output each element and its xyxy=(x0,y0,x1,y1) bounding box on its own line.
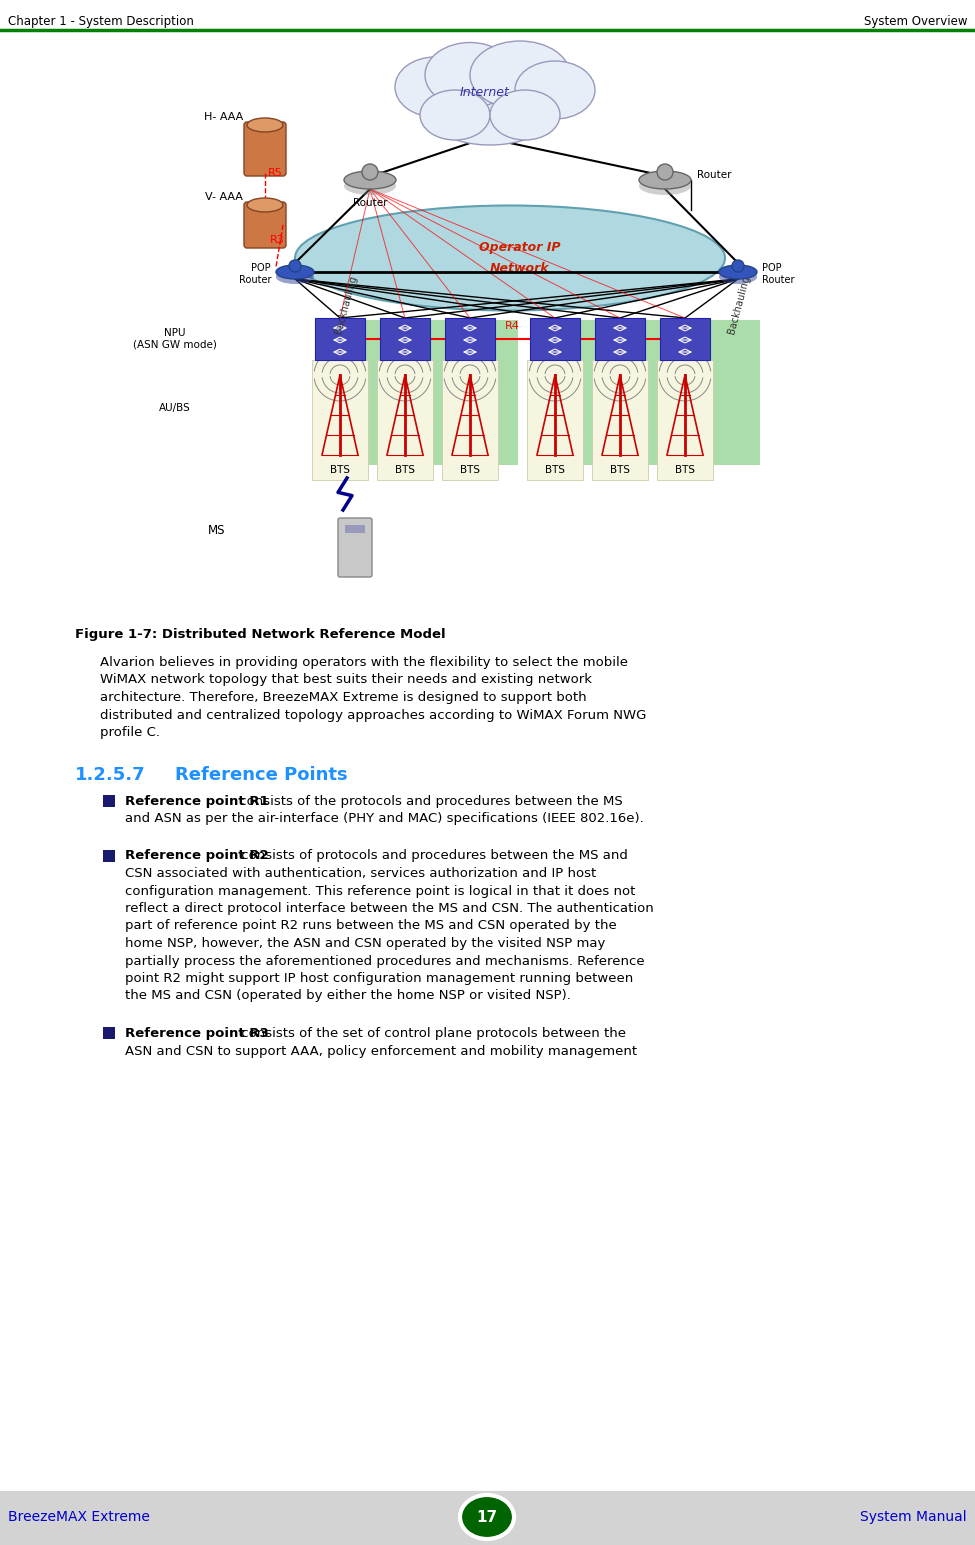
Text: Reference point R1: Reference point R1 xyxy=(125,794,269,808)
Text: H- AAA: H- AAA xyxy=(204,111,243,122)
Text: BTS: BTS xyxy=(460,465,480,474)
Text: partially process the aforementioned procedures and mechanisms. Reference: partially process the aforementioned pro… xyxy=(125,955,644,967)
Ellipse shape xyxy=(295,205,725,311)
Bar xyxy=(527,360,583,480)
Text: System Overview: System Overview xyxy=(864,15,967,28)
Text: CSN associated with authentication, services authorization and IP host: CSN associated with authentication, serv… xyxy=(125,867,597,881)
Text: Reference point R2: Reference point R2 xyxy=(125,850,269,862)
Text: NPU
(ASN GW mode): NPU (ASN GW mode) xyxy=(133,328,216,349)
Text: Backhauling: Backhauling xyxy=(726,275,751,335)
Text: AU/BS: AU/BS xyxy=(159,403,191,413)
Bar xyxy=(103,794,115,806)
Text: Network: Network xyxy=(490,261,550,275)
Circle shape xyxy=(362,164,378,181)
FancyBboxPatch shape xyxy=(244,202,286,249)
Text: Chapter 1 - System Description: Chapter 1 - System Description xyxy=(8,15,194,28)
Bar xyxy=(530,320,760,465)
Bar xyxy=(657,360,713,480)
Bar xyxy=(318,320,518,465)
Text: point R2 might support IP host configuration management running between: point R2 might support IP host configura… xyxy=(125,972,633,986)
Ellipse shape xyxy=(344,178,396,195)
Ellipse shape xyxy=(276,270,314,284)
Text: Router: Router xyxy=(697,170,731,181)
Text: distributed and centralized topology approaches according to WiMAX Forum NWG: distributed and centralized topology app… xyxy=(100,709,646,722)
Ellipse shape xyxy=(276,266,314,280)
Text: BTS: BTS xyxy=(395,465,415,474)
Ellipse shape xyxy=(247,198,283,212)
Bar xyxy=(530,318,580,360)
Ellipse shape xyxy=(719,270,757,284)
Bar xyxy=(103,1027,115,1038)
Ellipse shape xyxy=(639,171,691,188)
Ellipse shape xyxy=(344,171,396,188)
Text: R5: R5 xyxy=(268,167,283,178)
Ellipse shape xyxy=(420,65,560,145)
Text: architecture. Therefore, BreezeMAX Extreme is designed to support both: architecture. Therefore, BreezeMAX Extre… xyxy=(100,691,587,705)
Text: ASN and CSN to support AAA, policy enforcement and mobility management: ASN and CSN to support AAA, policy enfor… xyxy=(125,1044,637,1057)
Bar xyxy=(377,360,433,480)
Text: reflect a direct protocol interface between the MS and CSN. The authentication: reflect a direct protocol interface betw… xyxy=(125,902,654,915)
Bar xyxy=(445,318,495,360)
Text: MS: MS xyxy=(208,524,225,536)
Text: R4: R4 xyxy=(505,321,520,331)
Ellipse shape xyxy=(425,43,515,108)
Text: V- AAA: V- AAA xyxy=(205,192,243,202)
Circle shape xyxy=(657,164,673,181)
Text: WiMAX network topology that best suits their needs and existing network: WiMAX network topology that best suits t… xyxy=(100,674,592,686)
Bar xyxy=(592,360,648,480)
Text: Internet: Internet xyxy=(460,87,510,99)
Bar xyxy=(442,360,498,480)
Text: BreezeMAX Extreme: BreezeMAX Extreme xyxy=(8,1509,150,1523)
Text: BTS: BTS xyxy=(675,465,695,474)
Text: consists of the protocols and procedures between the MS: consists of the protocols and procedures… xyxy=(235,794,623,808)
Text: Router: Router xyxy=(353,198,387,209)
FancyBboxPatch shape xyxy=(244,122,286,176)
Text: POP: POP xyxy=(762,263,782,273)
Text: 17: 17 xyxy=(477,1509,497,1525)
Text: Backhauling: Backhauling xyxy=(333,275,358,335)
Text: Figure 1-7: Distributed Network Reference Model: Figure 1-7: Distributed Network Referenc… xyxy=(75,627,446,641)
Text: Router: Router xyxy=(762,275,795,284)
Text: R3: R3 xyxy=(270,235,285,246)
Text: Reference Points: Reference Points xyxy=(175,765,348,783)
Ellipse shape xyxy=(639,178,691,195)
Ellipse shape xyxy=(515,60,595,119)
Bar xyxy=(103,850,115,862)
Text: profile C.: profile C. xyxy=(100,726,160,739)
Text: BTS: BTS xyxy=(610,465,630,474)
Bar xyxy=(380,318,430,360)
Text: Operator IP: Operator IP xyxy=(480,241,561,255)
Ellipse shape xyxy=(420,90,490,141)
Text: part of reference point R2 runs between the MS and CSN operated by the: part of reference point R2 runs between … xyxy=(125,919,617,933)
Ellipse shape xyxy=(490,90,560,141)
Bar xyxy=(660,318,710,360)
Text: consists of protocols and procedures between the MS and: consists of protocols and procedures bet… xyxy=(237,850,628,862)
Text: the MS and CSN (operated by either the home NSP or visited NSP).: the MS and CSN (operated by either the h… xyxy=(125,989,571,1003)
Ellipse shape xyxy=(719,266,757,280)
Text: Alvarion believes in providing operators with the flexibility to select the mobi: Alvarion believes in providing operators… xyxy=(100,657,628,669)
Circle shape xyxy=(732,260,744,272)
Text: Router: Router xyxy=(239,275,271,284)
Text: POP: POP xyxy=(252,263,271,273)
Text: consists of the set of control plane protocols between the: consists of the set of control plane pro… xyxy=(237,1027,626,1040)
Text: System Manual: System Manual xyxy=(860,1509,967,1523)
Text: home NSP, however, the ASN and CSN operated by the visited NSP may: home NSP, however, the ASN and CSN opera… xyxy=(125,936,605,950)
Bar xyxy=(595,318,645,360)
FancyBboxPatch shape xyxy=(338,518,372,576)
Circle shape xyxy=(289,260,301,272)
Ellipse shape xyxy=(460,1496,514,1539)
Bar xyxy=(312,360,368,480)
Bar xyxy=(345,525,365,533)
Ellipse shape xyxy=(470,42,570,110)
Text: BTS: BTS xyxy=(330,465,350,474)
Bar xyxy=(0,1489,975,1545)
Ellipse shape xyxy=(395,57,475,117)
Bar xyxy=(315,318,365,360)
Text: 1.2.5.7: 1.2.5.7 xyxy=(75,765,145,783)
Text: BTS: BTS xyxy=(545,465,565,474)
Text: and ASN as per the air-interface (PHY and MAC) specifications (IEEE 802.16e).: and ASN as per the air-interface (PHY an… xyxy=(125,813,644,825)
Text: configuration management. This reference point is logical in that it does not: configuration management. This reference… xyxy=(125,884,636,898)
Ellipse shape xyxy=(247,117,283,131)
Text: Reference point R3: Reference point R3 xyxy=(125,1027,269,1040)
